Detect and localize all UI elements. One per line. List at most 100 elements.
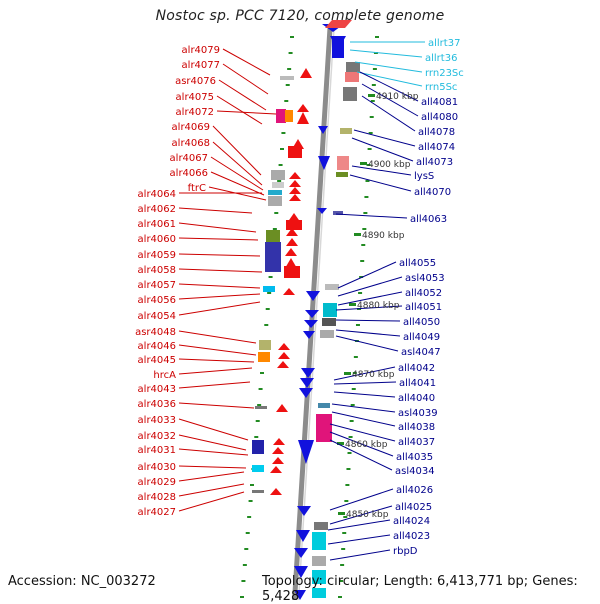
right-gene-label-connector (335, 329, 401, 337)
rna-gene-label: rrn5Sc (425, 82, 457, 93)
right-gene-label: all4038 (398, 422, 435, 433)
kbp-label: 4910 kbp (376, 92, 419, 102)
left-scale-tick (260, 372, 264, 374)
left-gene-label: alr4066 (170, 168, 208, 179)
rna-gene-label: allrt36 (425, 53, 457, 64)
reverse-gene-arrow (298, 440, 314, 464)
forward-gene-block (263, 286, 275, 292)
left-scale-tick (257, 404, 262, 406)
left-gene-label: alr4064 (138, 189, 176, 200)
right-gene-label-connector (329, 505, 393, 525)
right-gene-label-connector (361, 83, 419, 117)
right-scale-tick (365, 180, 370, 182)
rna-gene-label-connector (356, 71, 423, 87)
rna-gene-label: rrn23Sc (425, 68, 464, 79)
forward-gene-arrow (289, 180, 301, 187)
left-gene-label: alr4079 (182, 45, 220, 56)
kbp-label: 4900 kbp (368, 160, 411, 170)
right-gene-label: all4042 (398, 363, 435, 374)
right-scale-tick (375, 36, 379, 38)
kbp-tick-mark (344, 372, 351, 375)
reverse-gene-arrow (297, 506, 311, 516)
right-gene-label: all4025 (395, 502, 432, 513)
right-gene-label: all4055 (399, 258, 436, 269)
reverse-gene-arrow (306, 291, 320, 301)
left-gene-label: alr4028 (138, 492, 176, 503)
right-gene-label: all4023 (393, 531, 430, 542)
left-scale-tick (284, 100, 289, 102)
forward-gene-block (284, 266, 300, 278)
forward-gene-arrow (289, 187, 301, 194)
right-scale-tick (360, 260, 365, 262)
right-scale-tick (359, 276, 364, 278)
right-gene-label: rbpD (393, 546, 418, 557)
left-gene-label-connector (212, 141, 263, 186)
left-gene-label-connector (178, 207, 253, 214)
right-gene-label-connector (335, 319, 401, 322)
right-gene-label-connector (327, 519, 391, 531)
left-gene-label: alr4030 (138, 462, 176, 473)
right-scale-tick (366, 164, 371, 166)
left-scale-tick (250, 484, 254, 486)
left-scale-tick (244, 548, 249, 550)
left-scale-tick (254, 436, 259, 438)
left-scale-tick (280, 148, 284, 150)
kbp-label: 4890 kbp (362, 231, 405, 241)
right-gene-label-connector (351, 137, 414, 162)
left-gene-label-connector (222, 63, 269, 95)
forward-gene-block (265, 242, 281, 272)
left-gene-label: alr4075 (176, 92, 214, 103)
forward-gene-arrow (285, 248, 297, 256)
right-gene-label: all4051 (405, 302, 442, 313)
right-gene-label-connector (337, 261, 397, 289)
right-gene-label-connector (337, 291, 403, 306)
left-scale-tick (258, 388, 263, 390)
left-gene-label: alr4068 (172, 138, 210, 149)
rna-gene-label-connector (354, 61, 423, 73)
rna-gene-label-connector (349, 49, 423, 58)
right-scale-tick (364, 196, 369, 198)
right-gene-label-connector (359, 71, 419, 102)
forward-gene-block (271, 170, 285, 180)
left-gene-label: alr4046 (138, 341, 176, 352)
reverse-gene-arrow (300, 378, 314, 388)
left-gene-label: alr4059 (138, 250, 176, 261)
left-gene-label-connector (178, 222, 257, 233)
right-scale-tick (367, 148, 372, 150)
left-gene-label-connector (178, 491, 245, 512)
left-gene-label-connector (178, 358, 255, 363)
reverse-gene-arrow (304, 320, 318, 328)
left-gene-label-connector (178, 418, 249, 441)
right-gene-label: all4081 (421, 97, 458, 108)
right-scale-tick (353, 356, 358, 358)
forward-gene-block (252, 465, 264, 472)
forward-gene-arrow (286, 238, 298, 246)
reverse-gene-block (323, 303, 337, 317)
reverse-gene-block (343, 87, 357, 101)
reverse-gene-block (316, 414, 332, 442)
left-gene-label: alr4062 (138, 204, 176, 215)
left-gene-label-connector (178, 268, 263, 273)
kbp-tick-mark (360, 162, 367, 165)
right-gene-label: all4037 (398, 437, 435, 448)
right-gene-label: all4052 (405, 288, 442, 299)
left-scale-tick (268, 276, 273, 278)
reverse-gene-block (312, 570, 326, 584)
forward-gene-block (272, 182, 284, 188)
left-scale-tick (285, 84, 290, 86)
right-gene-label: all4035 (396, 452, 433, 463)
left-gene-label-connector (178, 465, 247, 469)
left-gene-label: ftrC (188, 183, 206, 194)
right-gene-label: all4040 (398, 393, 435, 404)
left-gene-label-connector (178, 448, 249, 456)
reverse-gene-arrow (299, 388, 313, 398)
left-gene-label: alr4058 (138, 265, 176, 276)
right-scale-tick (348, 436, 353, 438)
kbp-tick-mark (349, 303, 356, 306)
reverse-gene-block (314, 522, 328, 530)
forward-gene-arrow (277, 361, 289, 368)
left-scale-tick (290, 36, 294, 38)
right-gene-label: all4080 (421, 112, 458, 123)
right-gene-label: asl4034 (395, 466, 435, 477)
